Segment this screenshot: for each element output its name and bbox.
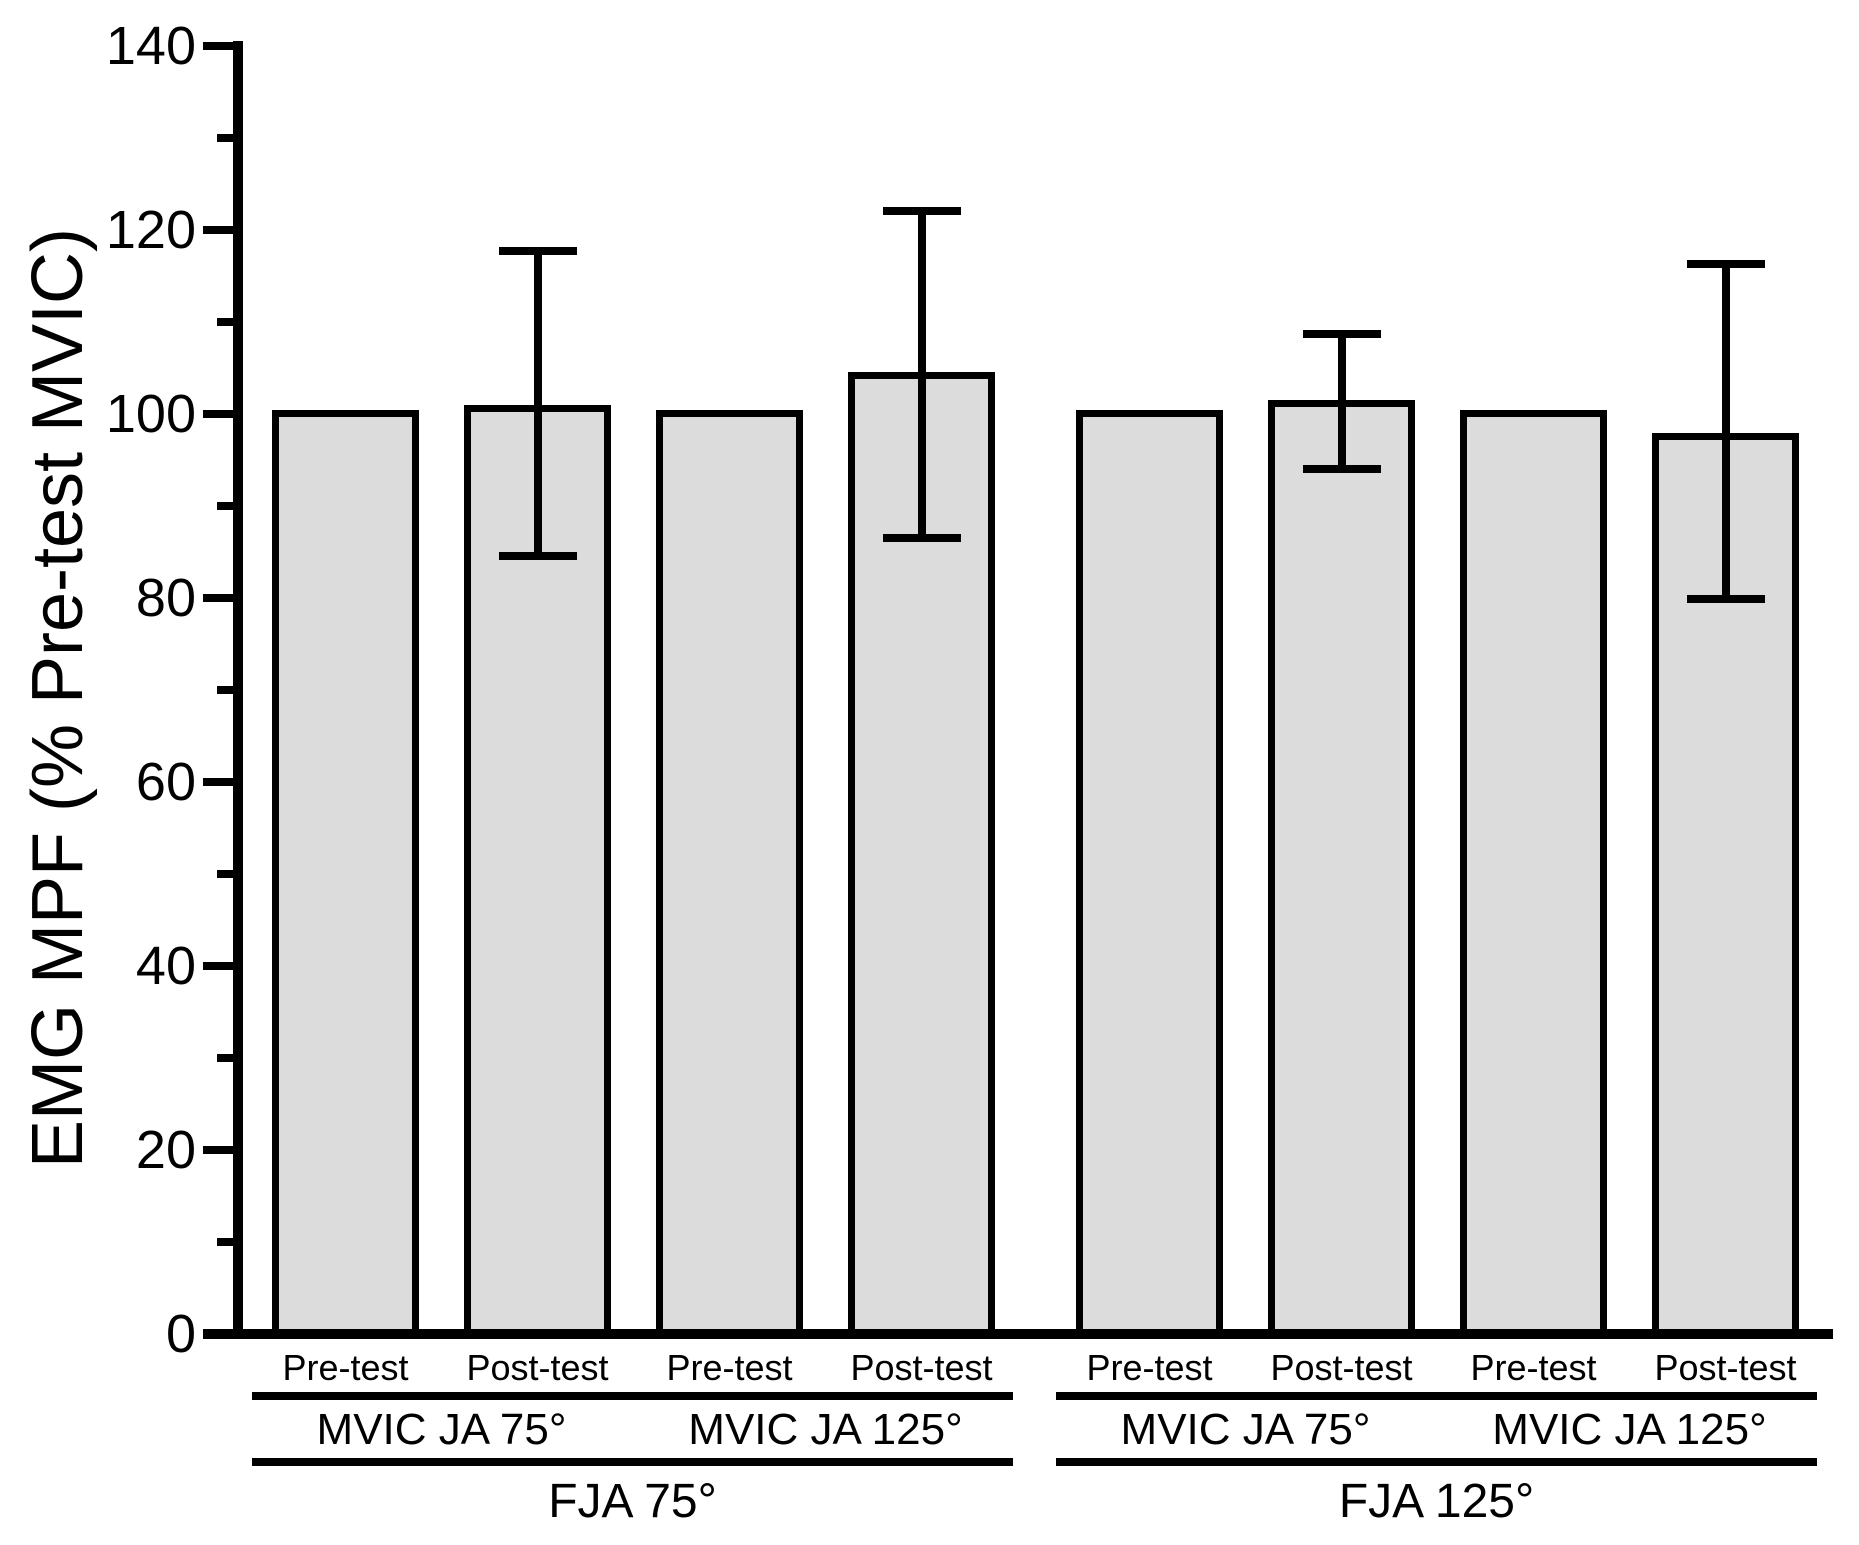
y-axis-spine <box>233 41 243 1339</box>
bar-label: Post-test <box>850 1347 993 1388</box>
error-bar-line <box>917 211 926 538</box>
y-major-tick <box>203 778 233 786</box>
y-tick-label: 60 <box>135 752 196 812</box>
y-tick-label: 40 <box>135 936 196 996</box>
y-tick-label: 140 <box>105 16 196 76</box>
y-minor-tick <box>217 1238 233 1246</box>
bar-label: Pre-test <box>1470 1347 1597 1388</box>
y-tick-label: 100 <box>105 384 196 444</box>
error-bar-cap-bottom <box>1302 465 1381 473</box>
subgroup-label: MVIC JA 75° <box>316 1405 567 1454</box>
error-bar-line <box>1337 334 1346 469</box>
error-bar-cap-bottom <box>498 552 577 560</box>
group-line <box>252 1458 1013 1466</box>
error-bar-cap-top <box>1686 260 1765 268</box>
bar <box>464 405 611 1339</box>
error-bar-line <box>533 251 542 556</box>
bar-label: Pre-test <box>1086 1347 1213 1388</box>
bar <box>1460 410 1607 1339</box>
y-major-tick <box>203 42 233 50</box>
y-minor-tick <box>217 502 233 510</box>
error-bar-line <box>1721 264 1730 599</box>
bar-label: Pre-test <box>282 1347 409 1388</box>
group-line <box>1056 1458 1817 1466</box>
bar-label: Pre-test <box>666 1347 793 1388</box>
subgroup-label: MVIC JA 125° <box>1492 1405 1767 1454</box>
error-bar-cap-top <box>882 207 961 215</box>
group-label: FJA 125° <box>1338 1475 1535 1528</box>
bar <box>1268 399 1415 1339</box>
y-major-tick <box>203 226 233 234</box>
y-minor-tick <box>217 686 233 694</box>
bar-label: Post-test <box>1654 1347 1797 1388</box>
y-minor-tick <box>217 1054 233 1062</box>
bar-label: Post-test <box>1270 1347 1413 1388</box>
y-tick-label: 20 <box>135 1120 196 1180</box>
y-tick-label: 80 <box>135 568 196 628</box>
y-major-tick <box>203 410 233 418</box>
y-minor-tick <box>217 134 233 142</box>
bar-label: Post-test <box>466 1347 609 1388</box>
group-label: FJA 75° <box>548 1475 717 1528</box>
bar <box>1076 410 1223 1339</box>
subgroup-line <box>252 1392 1013 1400</box>
error-bar-cap-top <box>1302 330 1381 338</box>
bar <box>272 410 419 1339</box>
y-tick-label: 0 <box>165 1304 196 1364</box>
y-major-tick <box>203 594 233 602</box>
y-tick-label: 120 <box>105 200 196 260</box>
error-bar-cap-bottom <box>882 534 961 542</box>
y-minor-tick <box>217 870 233 878</box>
bar <box>656 410 803 1339</box>
error-bar-cap-top <box>498 247 577 255</box>
error-bar-cap-bottom <box>1686 595 1765 603</box>
subgroup-line <box>1056 1392 1817 1400</box>
subgroup-label: MVIC JA 75° <box>1120 1405 1371 1454</box>
y-major-tick <box>203 1330 233 1338</box>
y-minor-tick <box>217 318 233 326</box>
subgroup-label: MVIC JA 125° <box>688 1405 963 1454</box>
x-axis-baseline <box>203 1329 1833 1339</box>
y-major-tick <box>203 1146 233 1154</box>
y-major-tick <box>203 962 233 970</box>
